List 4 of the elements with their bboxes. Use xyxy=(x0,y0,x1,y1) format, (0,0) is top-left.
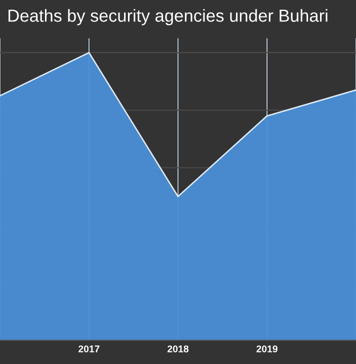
chart-title: Deaths by security agencies under Buhari xyxy=(8,9,328,26)
x-tick-label: 2018 xyxy=(168,345,189,352)
x-tick-label: 2019 xyxy=(256,345,278,352)
x-tick-label: 2017 xyxy=(78,345,100,352)
